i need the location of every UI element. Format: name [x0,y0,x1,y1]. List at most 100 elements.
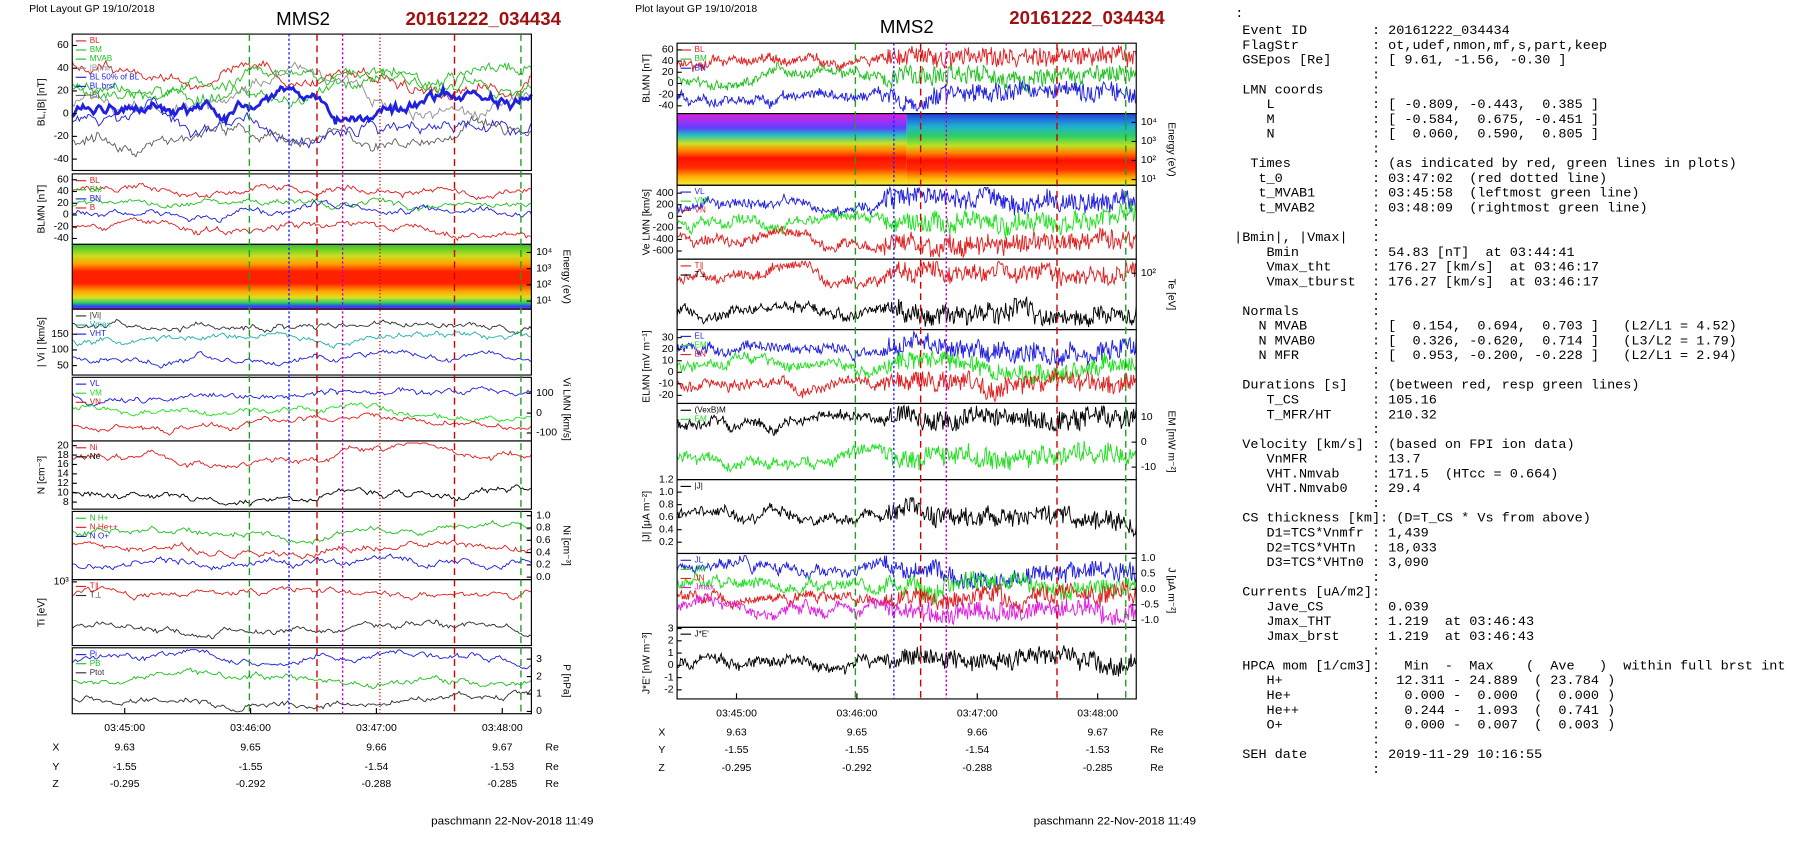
y-tick-label: 20 [57,198,69,209]
event-id: 20161222_034434 [406,8,562,29]
trace [72,688,532,713]
summary-line: Jmax_THT : 1.219 at 03:46:43 [1234,615,1534,630]
y-tick-label: 18 [57,450,69,461]
summary-line: FlagStr : ot,udef,nmon,mf,s,part,keep [1234,39,1607,54]
summary-line: M : [ -0.584, 0.675, -0.451 ] [1234,113,1599,128]
y-tick-label: -0.5 [1141,600,1159,611]
trace [71,619,532,640]
summary-line: D1=TCS*Vnmfr : 1,439 [1234,527,1429,542]
ephemeris-cell: Z [658,763,664,774]
event-id: 20161222_034434 [1009,7,1165,28]
summary-line: Times : (as indicated by red, green line… [1234,157,1737,172]
ephemeris-cell: -1.55 [725,745,749,756]
summary-line: Vmax_tht : 176.27 [km/s] at 03:46:17 [1234,261,1599,276]
ephemeris-cell: Z [52,779,58,790]
y-tick-label: 100 [536,388,554,399]
trace [676,79,1137,112]
legend-label: JN [695,574,705,583]
panel-frame [676,626,1137,700]
legend-label: BL [90,176,100,185]
y-tick-label: 40 [57,63,69,74]
ephemeris-cell: Re [1150,745,1164,756]
y-tick-label: 200 [656,200,674,211]
legend-label: BL brst [90,82,116,91]
summary-line: : [1234,645,1380,660]
y-tick-label: 400 [656,188,674,199]
summary-line: Bmin : 54.83 [nT] at 03:44:41 [1234,246,1575,261]
y-tick-label: 10⁴ [536,247,552,258]
y-tick-label: 1.0 [659,487,674,498]
y-tick-label: -20 [54,222,69,233]
ephemeris-cell: -1.54 [364,762,388,773]
spectrogram [677,113,907,186]
summary-line: : [1234,290,1380,305]
footer: paschmann 22-Nov-2018 11:49 [1034,816,1196,828]
summary-line: : [1234,733,1380,748]
ephemeris-cell: 9.66 [967,728,988,739]
y-tick-label: 50 [57,360,69,371]
panel-frame [71,440,532,510]
y-tick-label: 10³ [1141,136,1157,147]
y-tick-label: 20 [57,440,69,451]
plot-header: Plot layout GP 19/10/2018 [635,4,757,15]
summary-line: O+ : 0.000 - 0.007 ( 0.003 ) [1234,719,1615,734]
summary-line: Currents [uA/m2]: [1234,586,1380,601]
spectrogram [72,244,532,310]
x-tick-label: 03:45:00 [716,709,757,720]
y-tick-label: -20 [658,390,673,401]
y-tick-label: -10 [1141,462,1156,473]
ephemeris-cell: -1.55 [113,762,137,773]
legend-label: |J| [695,482,703,491]
x-tick-label: 03:46:00 [230,723,271,734]
y-tick-label: 0.4 [659,524,674,535]
summary-line: : [1234,216,1380,231]
legend-label: VL [695,187,705,196]
y-tick-label: -20 [658,89,673,100]
x-tick-label: 03:47:00 [356,723,397,734]
legend-label: VN [695,205,707,214]
x-tick-label: 03:47:00 [957,709,998,720]
y-tick-label: 0 [668,78,674,89]
legend-label: BL [695,45,705,54]
y-tick-label: 0 [63,210,69,221]
y-tick-label: 12 [57,478,69,489]
legend-label: VM [695,196,708,205]
y-tick-label: 10³ [54,577,70,588]
legend-label: |B| [90,91,100,100]
y-axis-label: J*E' [nW m⁻³] [641,632,652,694]
ephemeris-cell: 9.63 [726,728,747,739]
y-tick-label: 0.6 [536,535,551,546]
summary-line: Normals : [1234,305,1380,320]
y-axis-label: Ti [eV] [37,598,48,627]
summary-line: SEH date : 2019-11-29 10:16:55 [1234,748,1542,763]
trace [71,61,532,122]
legend-label: Ne [90,452,101,461]
legend-label: JM [695,565,706,574]
x-tick-label: 03:48:00 [1077,709,1118,720]
legend-label: (VexB)M [695,405,727,414]
y-axis-label: | Vi | [km/s] [37,317,48,367]
y-tick-label: 20 [57,86,69,97]
ephemeris-cell: X [52,743,59,754]
legend-label: BM [90,185,103,194]
ephemeris-cell: Re [545,743,559,754]
trace [676,295,1137,328]
legend-label: |Vi| [90,311,101,320]
ephemeris-cell: 9.65 [240,743,261,754]
panel-frame [71,33,532,172]
trace [71,83,533,128]
trace [71,539,532,560]
summary-line: HPCA mom [1/cm3]: Min - Max ( Ave ) with… [1234,660,1785,675]
y-tick-label: 10 [57,487,69,498]
plot-title: MMS2 [276,8,330,29]
y-tick-label: -200 [653,223,674,234]
summary-line: : [1234,423,1380,438]
ephemeris-cell: 9.66 [366,743,387,754]
y-tick-label: -2 [664,685,674,696]
legend-label: EM [695,341,708,350]
summary-line: LMN coords : [1234,83,1380,98]
y-tick-label: 0.2 [659,537,674,548]
summary-line: Durations [s] : (between red, resp green… [1234,379,1639,394]
y-tick-label: 30 [662,332,674,343]
ephemeris-cell: 9.63 [114,743,135,754]
